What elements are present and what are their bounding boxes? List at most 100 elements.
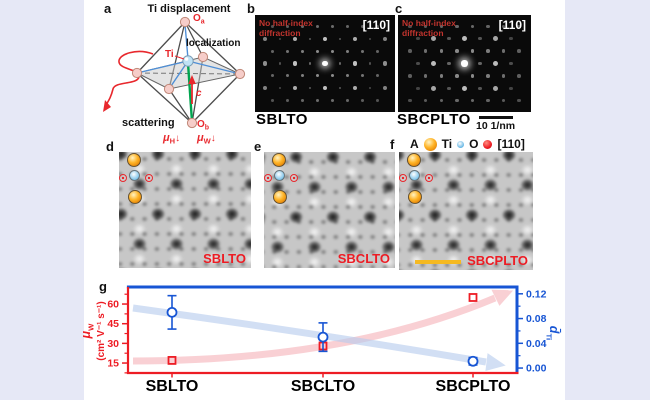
legend-ti-label: Ti — [441, 137, 453, 151]
mu-h-label: μH↓ — [162, 132, 180, 146]
panel-letter-g: g — [99, 279, 107, 294]
diffraction-spot — [278, 37, 282, 41]
diffraction-spot — [447, 37, 451, 41]
diffraction-spot — [501, 49, 506, 53]
ti-atom-marker — [129, 170, 140, 181]
diffraction-spot — [322, 36, 328, 42]
diffraction-spot — [470, 49, 475, 53]
diffraction-spot — [331, 49, 334, 53]
diffraction-spot — [316, 98, 319, 102]
octahedron-edges — [136, 21, 241, 124]
diffraction-spot — [517, 49, 521, 53]
diffraction-spot — [368, 37, 372, 41]
c-label: c — [196, 88, 202, 99]
diffraction-spot — [292, 85, 298, 91]
diffraction-spot — [308, 37, 312, 41]
diffraction-spot — [376, 74, 379, 78]
stem-image-sbclto: SBCLTO — [264, 152, 395, 268]
diffraction-spot — [509, 37, 513, 41]
diffraction-spot — [447, 61, 451, 66]
diffraction-spot — [486, 49, 490, 53]
diffraction-spot — [352, 85, 358, 91]
diffraction-spot — [455, 49, 459, 53]
diffraction-spot — [486, 74, 490, 78]
diffraction-spot — [382, 85, 388, 91]
diffraction-spot — [262, 85, 268, 91]
diffraction-spot — [455, 24, 459, 29]
diffraction-spot — [470, 24, 475, 29]
diffraction-spot — [478, 37, 482, 41]
diffraction-spot — [376, 49, 379, 53]
diffraction-spot — [262, 61, 268, 66]
scale-bar — [479, 116, 513, 119]
scattering-label: scattering — [122, 117, 175, 129]
diffraction-spot — [316, 49, 319, 53]
diffraction-spot — [292, 36, 298, 42]
diffraction-spot — [301, 25, 304, 29]
diffraction-spot — [308, 62, 312, 65]
panel-letter-d: d — [106, 139, 114, 154]
diffraction-spot — [461, 85, 468, 91]
diffraction-spot — [286, 98, 289, 102]
ti-label: Ti — [165, 49, 174, 60]
diffraction-spot — [408, 98, 412, 103]
no-half-index-note: No half-index diffraction — [402, 18, 456, 39]
oxygen-atoms — [131, 16, 246, 129]
diffraction-spot — [352, 61, 358, 66]
diffraction-spot — [376, 98, 379, 102]
sample-label: SBCPLTO — [467, 253, 528, 268]
legend-o-label: O — [469, 137, 479, 151]
diffraction-spot — [501, 98, 506, 103]
atom-legend: A Ti O [110] — [410, 137, 525, 151]
diffraction-spot — [382, 61, 388, 66]
diffraction-spot — [439, 49, 444, 53]
diffraction-spot — [271, 49, 274, 53]
a-site-atom-marker — [408, 190, 422, 204]
stem-image-sbcplto: SBCPLTO — [399, 152, 533, 270]
panel-letter-a: a — [104, 1, 112, 16]
o-atom-marker — [145, 174, 153, 182]
zone-axis-label: [110] — [497, 137, 525, 151]
diffraction-spot — [346, 98, 349, 102]
diffraction-spot — [338, 37, 342, 41]
ti-o-bonds-blue — [136, 23, 241, 90]
diffraction-spot — [408, 74, 412, 78]
diffraction-spot — [423, 24, 428, 29]
diffraction-spot — [316, 25, 319, 29]
diffraction-spot — [430, 85, 437, 91]
diffraction-spot — [271, 74, 274, 78]
diffraction-spot — [308, 86, 312, 90]
diffraction-spot — [271, 25, 274, 29]
mu-w-label: μW↓ — [196, 132, 216, 146]
a-site-atom-marker — [273, 190, 287, 204]
diffraction-spot — [361, 98, 364, 102]
diffraction-spot — [478, 61, 482, 66]
o-atom-marker — [399, 174, 407, 182]
ob-label: Ob — [197, 119, 209, 132]
zone-axis-label: [110] — [498, 18, 526, 32]
left-axis-title: μW — [79, 323, 96, 339]
diffraction-spot — [447, 86, 451, 90]
a-site-atom-marker — [127, 153, 141, 167]
scattering-arrowhead — [103, 100, 111, 112]
ti-atom-marker — [274, 170, 285, 181]
ti-atom-highlight — [184, 57, 189, 61]
saed-image-sbcplto: No half-index diffraction [110] — [398, 15, 531, 112]
diffraction-spot — [501, 24, 506, 29]
o-atom-marker — [425, 174, 433, 182]
c-axis-arrowhead — [188, 75, 196, 84]
diffraction-spot — [439, 24, 444, 29]
diffraction-spot — [278, 62, 282, 65]
diffraction-spot — [292, 61, 298, 66]
diffraction-spot — [331, 98, 334, 102]
diffraction-spot — [361, 74, 364, 78]
diffraction-spot — [338, 62, 342, 65]
diffraction-spot — [278, 86, 282, 90]
oa-label: Oa — [193, 13, 205, 26]
diffraction-spot — [361, 25, 364, 29]
diffraction-spot — [461, 36, 468, 42]
diffraction-spot — [346, 25, 349, 29]
diffraction-spot — [461, 60, 468, 67]
panel-a-title: Ti displacement — [148, 3, 231, 15]
